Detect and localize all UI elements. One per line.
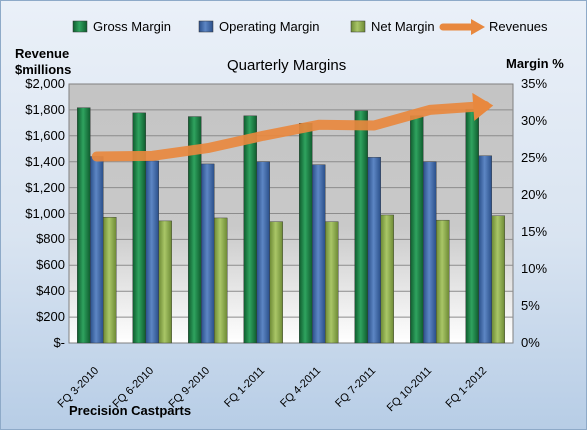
legend-swatch-net-margin bbox=[350, 20, 366, 33]
left-axis-tick: $1,000 bbox=[25, 205, 65, 221]
left-axis-tick: $800 bbox=[36, 231, 65, 247]
bar-operating-margin bbox=[312, 164, 326, 344]
bar-operating-margin bbox=[145, 160, 159, 344]
company-name: Precision Castparts bbox=[69, 403, 192, 418]
legend-swatch-revenues-arrow bbox=[471, 19, 485, 35]
bar-net-margin bbox=[269, 221, 283, 344]
right-axis-tick: 25% bbox=[521, 150, 548, 165]
left-axis-tick: $1,400 bbox=[25, 153, 65, 169]
legend-operating-margin: Operating Margin bbox=[219, 19, 320, 34]
left-axis-tick: $1,600 bbox=[25, 127, 65, 143]
bar-operating-margin bbox=[478, 155, 492, 344]
left-axis-label-line2: $millions bbox=[15, 62, 72, 77]
right-axis-tick: 0% bbox=[521, 335, 540, 350]
left-axis-tick: $2,000 bbox=[25, 76, 65, 91]
right-axis-tick: 15% bbox=[521, 224, 548, 239]
revenue-arrowhead bbox=[472, 92, 494, 121]
bar-gross-margin bbox=[299, 123, 313, 344]
chart-title: Quarterly Margins bbox=[227, 57, 347, 74]
bar-operating-margin bbox=[423, 161, 437, 344]
bar-net-margin bbox=[158, 220, 172, 344]
right-axis-tick: 35% bbox=[521, 76, 548, 91]
bar-operating-margin bbox=[201, 163, 215, 344]
bar-net-margin bbox=[325, 221, 339, 344]
legend-swatch-gross-margin bbox=[72, 20, 88, 33]
left-axis-tick: $1,800 bbox=[25, 101, 65, 117]
bar-net-margin bbox=[380, 214, 394, 344]
legend-gross-margin: Gross Margin bbox=[93, 19, 172, 34]
left-axis-tick: $1,200 bbox=[25, 179, 65, 195]
legend-net-margin: Net Margin bbox=[371, 19, 435, 34]
bar-gross-margin bbox=[410, 115, 424, 344]
right-axis-label: Margin % bbox=[506, 56, 564, 71]
bar-operating-margin bbox=[256, 161, 270, 344]
bar-gross-margin bbox=[132, 112, 146, 344]
bar-gross-margin bbox=[465, 108, 479, 344]
bar-net-margin bbox=[103, 216, 117, 344]
bar-operating-margin bbox=[90, 156, 104, 344]
bar-net-margin bbox=[214, 217, 228, 344]
left-axis-label-line1: Revenue bbox=[15, 46, 70, 61]
right-axis-tick: 5% bbox=[521, 298, 540, 313]
revenue-line bbox=[91, 101, 491, 162]
left-axis-tick: $400 bbox=[36, 283, 65, 299]
bar-gross-margin bbox=[243, 115, 257, 344]
legend-swatch-operating-margin bbox=[198, 20, 214, 33]
legend-revenues: Revenues bbox=[489, 19, 548, 34]
right-axis-tick: 20% bbox=[521, 187, 548, 202]
right-axis-tick: 30% bbox=[521, 113, 548, 128]
left-axis-tick: $200 bbox=[36, 309, 65, 325]
bar-gross-margin bbox=[77, 107, 91, 344]
bar-net-margin bbox=[491, 215, 505, 344]
right-axis-tick: 10% bbox=[521, 261, 548, 276]
left-axis-tick: $600 bbox=[36, 257, 65, 273]
bar-net-margin bbox=[436, 219, 450, 344]
bar-gross-margin bbox=[354, 110, 368, 344]
bar-operating-margin bbox=[367, 157, 381, 344]
left-axis-tick: $- bbox=[53, 335, 65, 350]
